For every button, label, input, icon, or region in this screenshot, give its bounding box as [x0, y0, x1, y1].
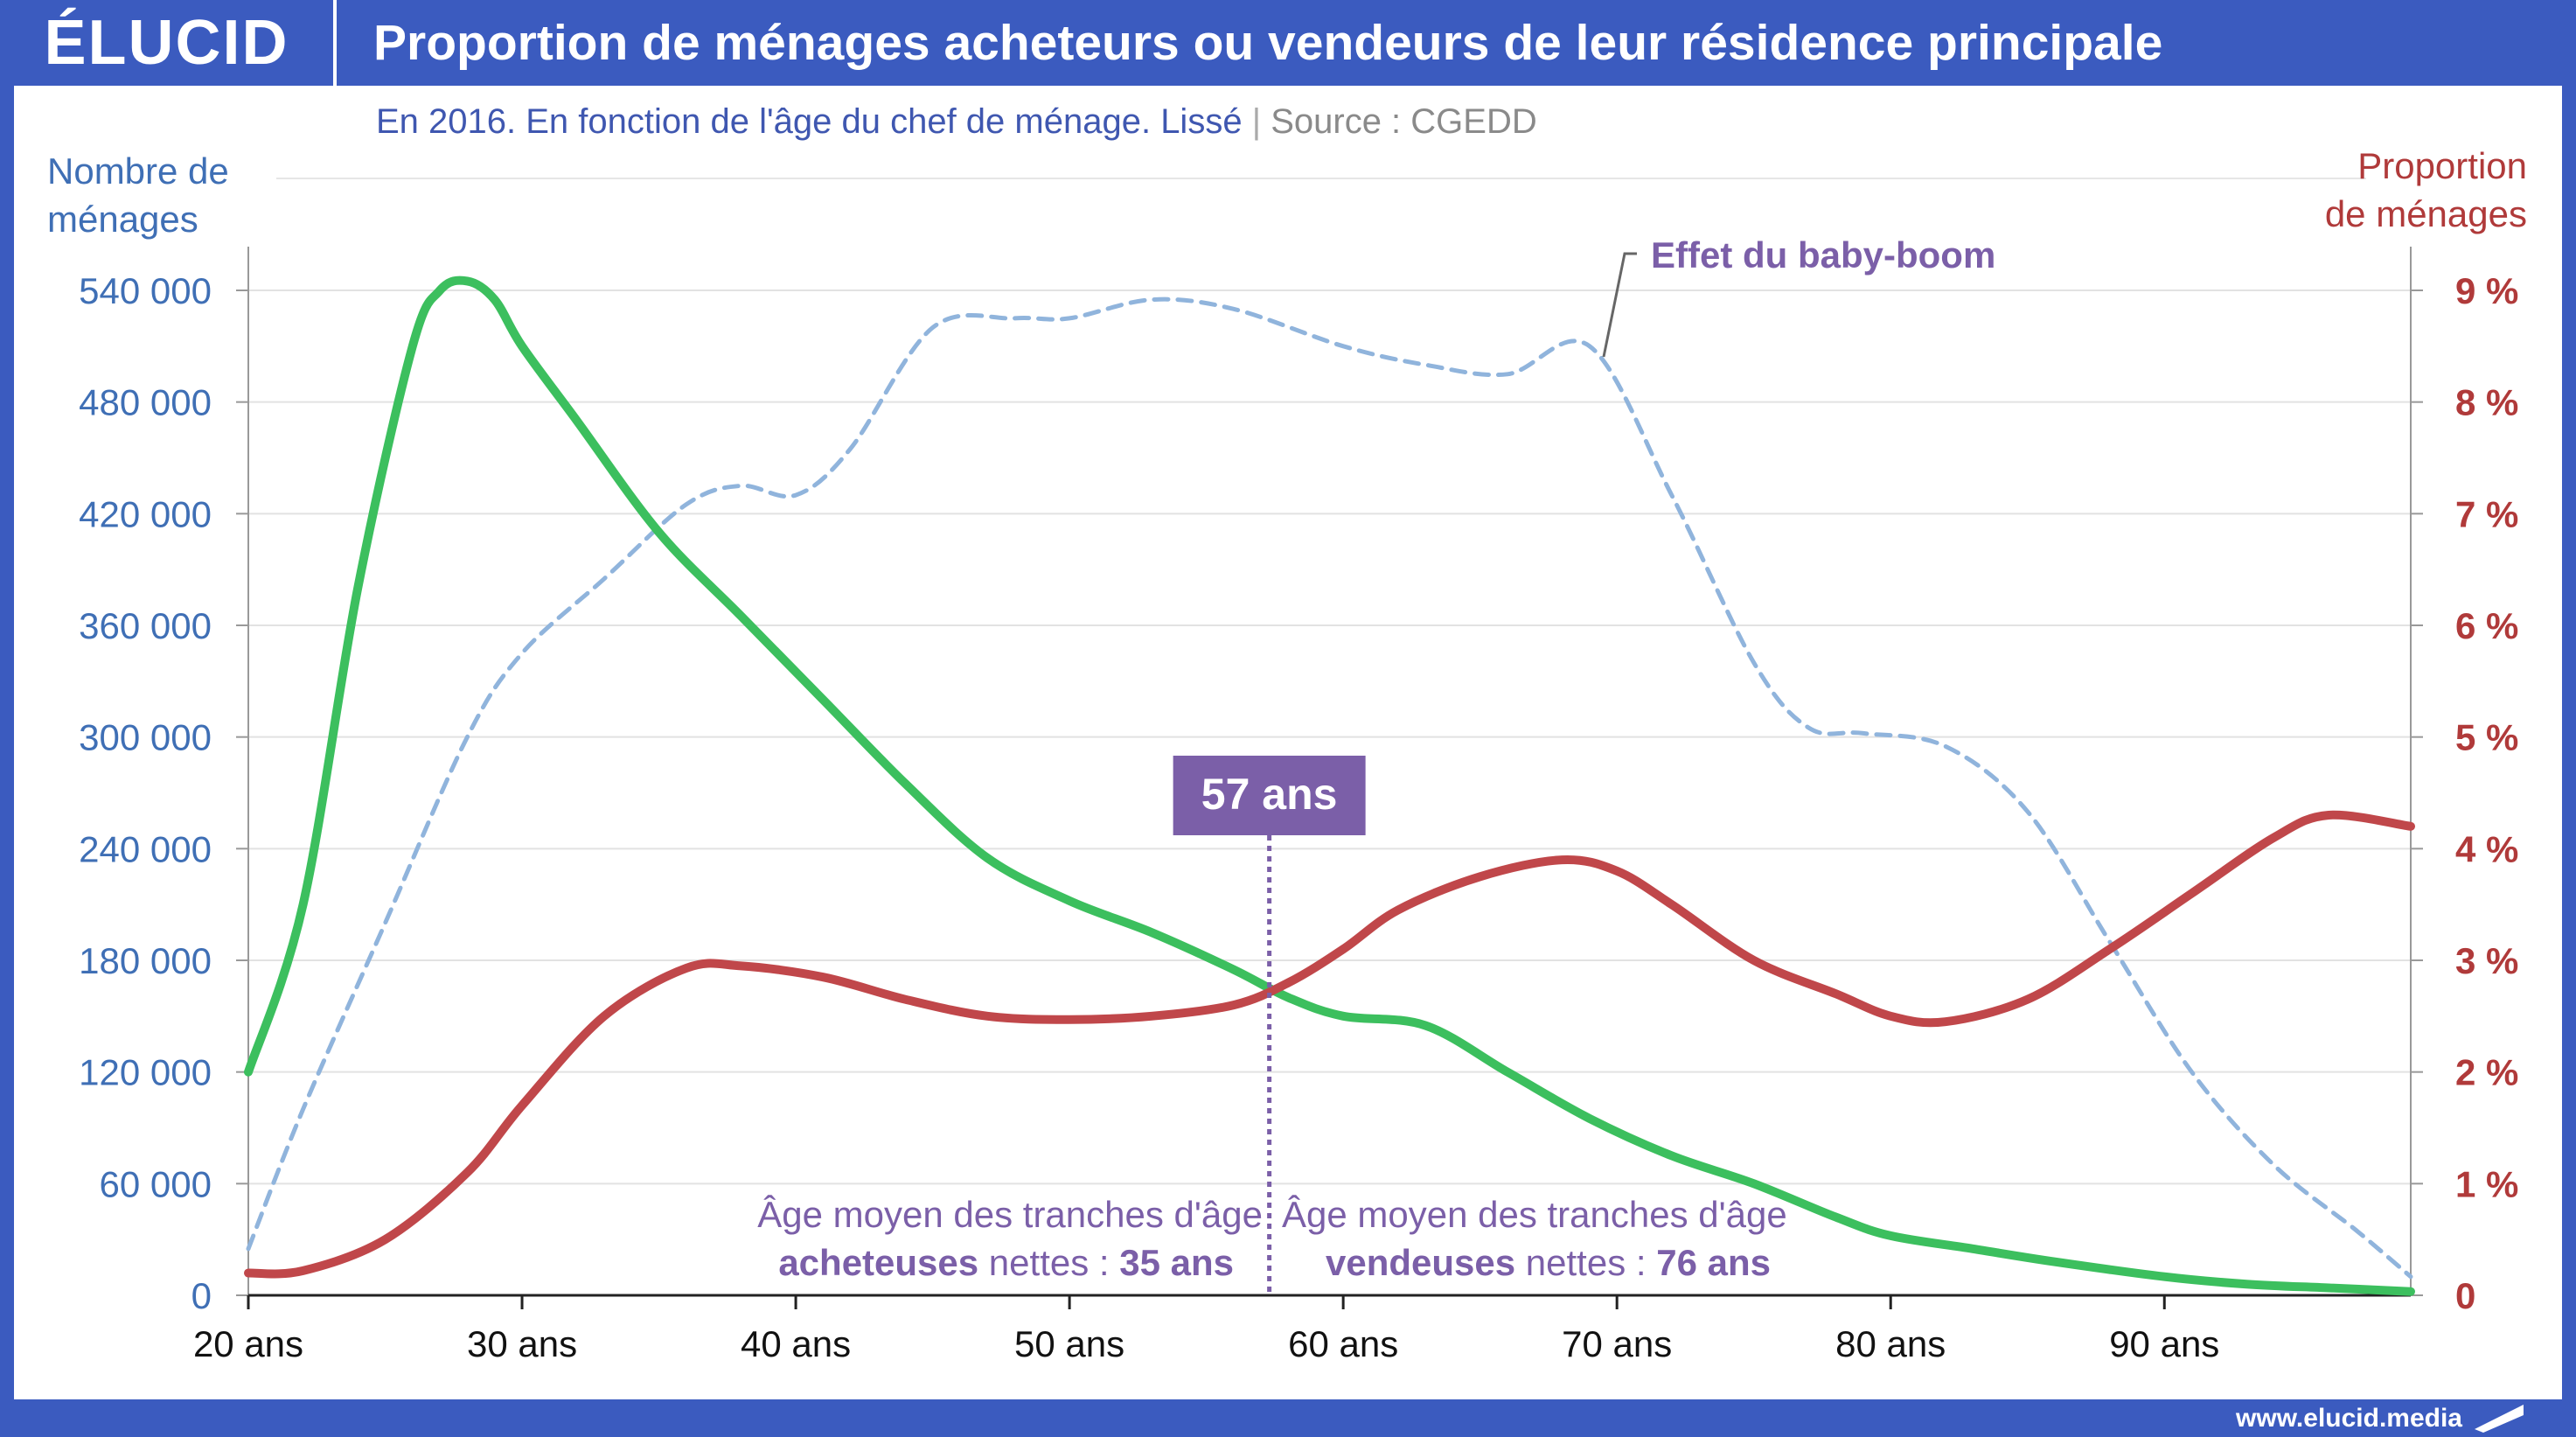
y-right-tick-label: 4 % — [2455, 828, 2518, 869]
sellers-annotation-part-2: 76 ans — [1656, 1242, 1771, 1283]
chart-panel: En 2016. En fonction de l'âge du chef de… — [14, 86, 2562, 1399]
website-link[interactable]: www.elucid.media — [2236, 1404, 2462, 1433]
gridlines — [248, 289, 2411, 1185]
brand-mark-icon — [2475, 1405, 2524, 1433]
marker-label: 57 ans — [1201, 770, 1338, 819]
y-left-tick-label: 240 000 — [79, 828, 212, 869]
series-line-red — [244, 810, 2415, 1279]
subtitle-separator: | — [1243, 102, 1271, 141]
y-right-tick-label: 8 % — [2455, 382, 2518, 423]
baby-boom-label: Effet du baby-boom — [1651, 234, 1995, 276]
axes: En 2016. En fonction de l'âge du chef de… — [47, 102, 2527, 1364]
footer-bar: www.elucid.media — [0, 1399, 2576, 1437]
x-tick-label: 40 ans — [741, 1323, 851, 1364]
subtitle: En 2016. En fonction de l'âge du chef de… — [376, 102, 1537, 141]
marker-box — [1173, 756, 1366, 835]
y-right-tick-label: 0 — [2455, 1275, 2475, 1316]
y-left-tick-label: 60 000 — [100, 1163, 212, 1204]
sellers-annotation-line2: vendeuses nettes : 76 ans — [1326, 1242, 1771, 1283]
sellers-annotation-part-0: vendeuses — [1326, 1242, 1515, 1283]
baby-boom-leader — [1602, 252, 1637, 358]
x-tick-label: 30 ans — [467, 1323, 577, 1364]
chart-title: Proportion de ménages acheteurs ou vende… — [373, 15, 2163, 71]
line-chart: En 2016. En fonction de l'âge du chef de… — [47, 102, 2527, 1364]
sellers-annotation-line1: Âge moyen des tranches d'âge — [1282, 1194, 1787, 1235]
y-right-tick-label: 1 % — [2455, 1163, 2518, 1204]
series-line-green — [244, 276, 2415, 1296]
y-left-title-line1: Nombre de — [47, 150, 229, 192]
subtitle-text: En 2016. En fonction de l'âge du chef de… — [376, 102, 1243, 141]
y-left-tick-label: 540 000 — [79, 270, 212, 311]
buyers-annotation-part-1: nettes : — [978, 1242, 1119, 1283]
x-tick-label: 20 ans — [193, 1323, 303, 1364]
series-line-households — [246, 296, 2413, 1280]
y-left-tick-label: 300 000 — [79, 717, 212, 758]
series-group — [244, 276, 2415, 1296]
y-right-tick-label: 2 % — [2455, 1052, 2518, 1093]
y-right-tick-label: 9 % — [2455, 270, 2518, 311]
y-right-tick-label: 3 % — [2455, 940, 2518, 981]
y-left-tick-label: 180 000 — [79, 940, 212, 981]
y-right-title-line1: Proportion — [2357, 145, 2527, 186]
y-left-tick-label: 120 000 — [79, 1052, 212, 1093]
x-tick-label: 60 ans — [1288, 1323, 1398, 1364]
buyers-annotation-line1: Âge moyen des tranches d'âge — [757, 1194, 1263, 1235]
y-right-tick-label: 5 % — [2455, 717, 2518, 758]
y-left-title-line2: ménages — [47, 199, 198, 240]
y-right-tick-label: 6 % — [2455, 605, 2518, 646]
y-left-tick-label: 480 000 — [79, 382, 212, 423]
y-left-tick-label: 0 — [191, 1275, 212, 1316]
x-tick-label: 50 ans — [1014, 1323, 1124, 1364]
x-tick-label: 70 ans — [1562, 1323, 1672, 1364]
buyers-annotation-part-0: acheteuses — [778, 1242, 978, 1283]
header-bar: ÉLUCID Proportion de ménages acheteurs o… — [0, 0, 2576, 86]
y-right-tick-label: 7 % — [2455, 493, 2518, 534]
x-tick-label: 90 ans — [2109, 1323, 2219, 1364]
y-left-tick-label: 360 000 — [79, 605, 212, 646]
buyers-annotation-line2: acheteuses nettes : 35 ans — [778, 1242, 1234, 1283]
y-left-tick-label: 420 000 — [79, 493, 212, 534]
source-text: Source : CGEDD — [1271, 102, 1537, 141]
annotations: Effet du baby-boom 57 ans Âge moyen des tr… — [757, 234, 1995, 1295]
x-tick-label: 80 ans — [1835, 1323, 1946, 1364]
y-right-title-line2: de ménages — [2325, 193, 2527, 234]
brand-logo[interactable]: ÉLUCID — [0, 0, 337, 86]
buyers-annotation-part-2: 35 ans — [1119, 1242, 1234, 1283]
sellers-annotation-part-1: nettes : — [1515, 1242, 1656, 1283]
